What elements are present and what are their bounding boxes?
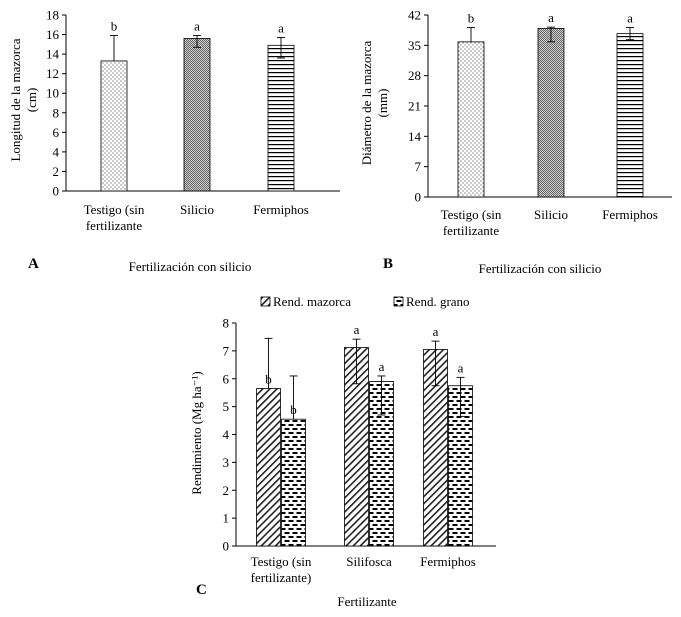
panel-b-ytick-label: 7: [415, 159, 422, 174]
panel-a-category-label: Fermiphos: [253, 202, 309, 217]
panel-a-bar: [100, 60, 128, 192]
legend-label-mazorca: Rend. mazorca: [273, 294, 351, 309]
panel-b-bar: [537, 28, 565, 198]
panel-a-category-label: Silicio: [180, 202, 214, 217]
panel-a-ytick-label: 12: [46, 66, 59, 81]
panel-a-ytick-label: 6: [53, 125, 60, 140]
panel-c-significance-letter: a: [458, 360, 464, 375]
panel-c-significance-letter: b: [290, 402, 297, 417]
panel-a-bar: [183, 38, 211, 192]
panel-b-category-label: Silicio: [534, 207, 568, 222]
panel-b-significance-letter: b: [468, 11, 475, 26]
panel-a-bar: [267, 44, 295, 192]
panel-c-legend: Rend. mazorca Rend. grano: [260, 294, 470, 309]
panel-a-ytick-label: 4: [53, 144, 60, 159]
panel-c-significance-letter: a: [433, 324, 439, 339]
panel-a-label: A: [28, 256, 39, 272]
panel-c-ytick-label: 2: [223, 483, 230, 498]
legend-label-grano: Rend. grano: [406, 294, 470, 309]
panel-c-category-label: Fermiphos: [420, 554, 476, 569]
panel-c-ytick-label: 8: [223, 316, 230, 331]
panel-c-ytick-label: 1: [223, 511, 230, 526]
panel-b-bar: [616, 33, 644, 198]
legend-swatch-mazorca: [260, 296, 271, 307]
panel-b-significance-letter: a: [548, 10, 554, 25]
panel-a-ylabel-line1: Longitud de la mazorca: [8, 38, 23, 161]
panel-a-ytick-label: 0: [53, 184, 60, 199]
panel-a-ytick-label: 14: [46, 47, 60, 62]
panel-b-ylabel-line2: (mm): [375, 89, 390, 118]
panel-a-category-label: fertilizante: [86, 218, 143, 233]
panel-b-category-label: Fermiphos: [602, 207, 658, 222]
panel-b-bar: [457, 41, 485, 198]
panel-a-ytick-label: 10: [46, 86, 59, 101]
panel-c-ytick-label: 3: [223, 455, 230, 470]
panel-a-significance-letter: a: [278, 20, 284, 35]
panel-b-xlabel: Fertilización con silicio: [479, 261, 602, 276]
panel-a-ytick-label: 8: [53, 105, 60, 120]
panel-c-category-label: Silifosca: [346, 554, 392, 569]
panel-b-ytick-label: 42: [408, 8, 421, 23]
panel-c-significance-letter: b: [265, 372, 272, 387]
legend-swatch-grano: [393, 296, 404, 307]
panel-a-ylabel-line2: (cm): [24, 88, 39, 113]
panel-a-ytick-label: 16: [46, 27, 60, 42]
panel-c-ylabel: Rendimiento (Mg ha⁻¹): [189, 371, 204, 494]
panel-a-significance-letter: a: [194, 19, 200, 34]
panel-b-ytick-label: 28: [408, 68, 421, 83]
panel-c-xlabel: Fertilizante: [337, 594, 396, 609]
panel-b-category-label: Testigo (sin: [441, 207, 502, 222]
panel-c-ytick-label: 6: [223, 371, 230, 386]
panel-b-ytick-label: 35: [408, 38, 421, 53]
panel-c-ytick-label: 5: [223, 399, 230, 414]
panel-b-ytick-label: 14: [408, 129, 422, 144]
panel-a-category-label: Testigo (sin: [84, 202, 145, 217]
panel-b-category-label: fertilizante: [443, 223, 500, 238]
panel-c-significance-letter: a: [354, 322, 360, 337]
panel-b-significance-letter: a: [627, 11, 633, 26]
panel-b-ytick-label: 0: [415, 190, 422, 205]
panel-c-category-label: fertilizante): [251, 570, 312, 585]
panel-a-ytick-label: 2: [53, 164, 60, 179]
panel-b-label: B: [383, 256, 393, 272]
panel-c-significance-letter: a: [379, 359, 385, 374]
panel-c-ytick-label: 7: [223, 343, 230, 358]
panel-a-significance-letter: b: [111, 19, 118, 34]
panel-c-label: C: [196, 582, 207, 598]
panel-c-ytick-label: 0: [223, 539, 230, 554]
panel-b-ylabel-line1: Diámetro de la mazorca: [359, 41, 374, 166]
panel-c-category-label: Testigo (sin: [251, 554, 312, 569]
panel-c-ytick-label: 4: [223, 427, 230, 442]
panel-a-ytick-label: 18: [46, 8, 59, 23]
panel-a-xlabel: Fertilización con silicio: [129, 259, 252, 274]
panel-c-bar-mazorca: [256, 388, 281, 547]
panel-c-bar-grano: [281, 418, 306, 547]
panel-b-ytick-label: 21: [408, 99, 421, 114]
